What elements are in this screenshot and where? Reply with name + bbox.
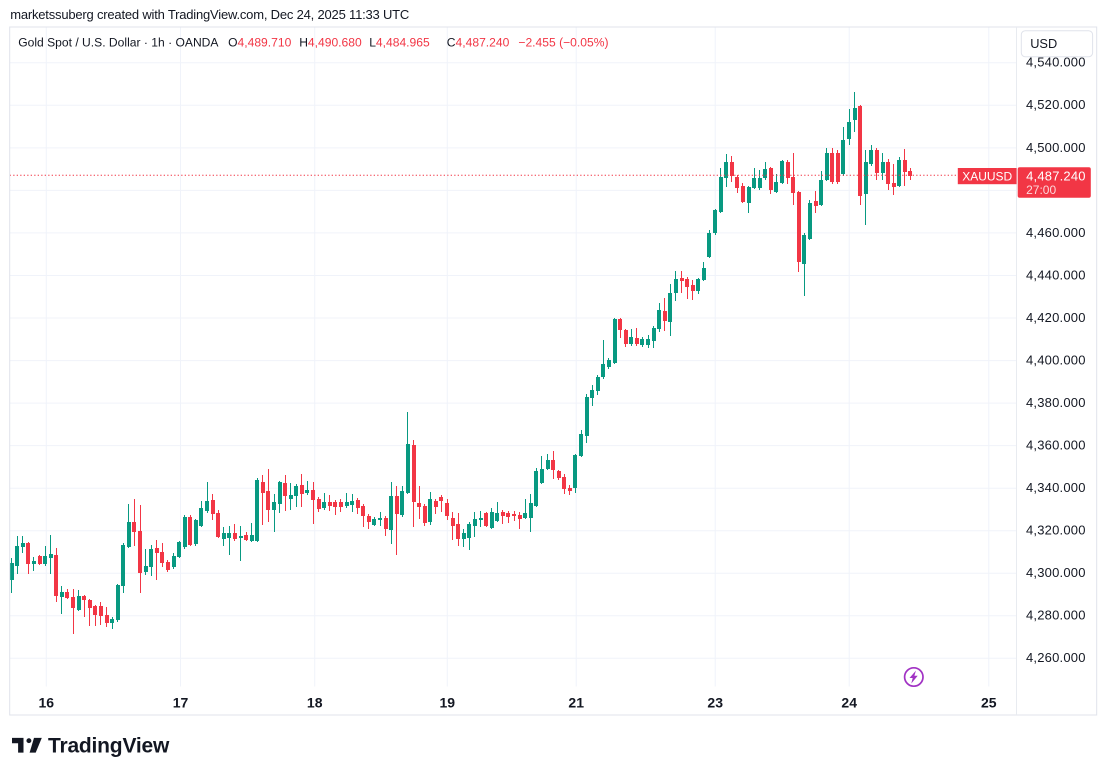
svg-text:USD: USD	[1030, 36, 1057, 51]
svg-text:21: 21	[568, 695, 584, 711]
svg-text:4,300.000: 4,300.000	[1026, 565, 1086, 580]
svg-text:4,360.000: 4,360.000	[1026, 438, 1086, 453]
svg-text:marketssuberg created with Tra: marketssuberg created with TradingView.c…	[10, 7, 409, 22]
svg-text:4,420.000: 4,420.000	[1026, 310, 1086, 325]
svg-text:O4,489.710: O4,489.710	[228, 36, 291, 50]
svg-text:4,520.000: 4,520.000	[1026, 97, 1086, 112]
svg-text:XAUUSD: XAUUSD	[962, 169, 1012, 183]
svg-text:4,460.000: 4,460.000	[1026, 225, 1086, 240]
svg-text:27:00: 27:00	[1026, 183, 1056, 197]
svg-text:4,260.000: 4,260.000	[1026, 650, 1086, 665]
svg-text:4,380.000: 4,380.000	[1026, 395, 1086, 410]
svg-text:Gold Spot / U.S. Dollar · 1h ·: Gold Spot / U.S. Dollar · 1h · OANDA	[18, 36, 219, 50]
svg-text:16: 16	[39, 695, 55, 711]
svg-text:23: 23	[707, 695, 723, 711]
svg-text:19: 19	[440, 695, 456, 711]
svg-text:4,320.000: 4,320.000	[1026, 523, 1086, 538]
svg-text:H4,490.680: H4,490.680	[299, 36, 362, 50]
svg-text:25: 25	[981, 695, 997, 711]
svg-text:4,280.000: 4,280.000	[1026, 608, 1086, 623]
svg-text:4,487.240: 4,487.240	[1026, 169, 1086, 184]
svg-text:17: 17	[173, 695, 189, 711]
svg-text:L4,484.965: L4,484.965	[369, 36, 430, 50]
svg-text:18: 18	[307, 695, 323, 711]
svg-text:24: 24	[841, 695, 857, 711]
svg-text:4,500.000: 4,500.000	[1026, 140, 1086, 155]
svg-text:C4,487.240: C4,487.240	[447, 36, 510, 50]
svg-text:4,440.000: 4,440.000	[1026, 267, 1086, 282]
svg-text:4,540.000: 4,540.000	[1026, 55, 1086, 70]
svg-text:TradingView: TradingView	[48, 735, 170, 758]
svg-text:4,340.000: 4,340.000	[1026, 480, 1086, 495]
svg-text:−2.455 (−0.05%): −2.455 (−0.05%)	[518, 36, 608, 50]
svg-text:4,400.000: 4,400.000	[1026, 353, 1086, 368]
